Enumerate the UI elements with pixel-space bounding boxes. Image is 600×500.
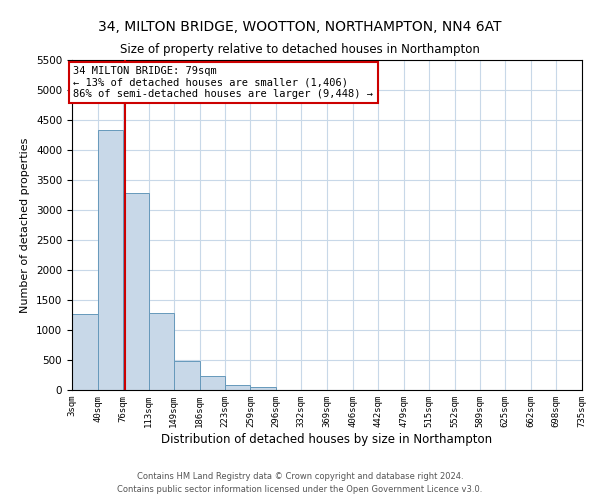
- Text: Size of property relative to detached houses in Northampton: Size of property relative to detached ho…: [120, 42, 480, 56]
- Bar: [250, 387, 276, 390]
- Bar: [199, 376, 225, 390]
- X-axis label: Distribution of detached houses by size in Northampton: Distribution of detached houses by size …: [161, 432, 493, 446]
- Bar: [149, 312, 174, 390]
- Bar: [123, 193, 149, 390]
- Text: Contains public sector information licensed under the Open Government Licence v3: Contains public sector information licen…: [118, 484, 482, 494]
- Bar: [174, 360, 199, 390]
- Text: 34 MILTON BRIDGE: 79sqm
← 13% of detached houses are smaller (1,406)
86% of semi: 34 MILTON BRIDGE: 79sqm ← 13% of detache…: [73, 66, 373, 99]
- Bar: [98, 130, 123, 390]
- Bar: [225, 385, 250, 390]
- Text: Contains HM Land Registry data © Crown copyright and database right 2024.: Contains HM Land Registry data © Crown c…: [137, 472, 463, 481]
- Text: 34, MILTON BRIDGE, WOOTTON, NORTHAMPTON, NN4 6AT: 34, MILTON BRIDGE, WOOTTON, NORTHAMPTON,…: [98, 20, 502, 34]
- Y-axis label: Number of detached properties: Number of detached properties: [20, 138, 31, 312]
- Bar: [72, 314, 98, 390]
